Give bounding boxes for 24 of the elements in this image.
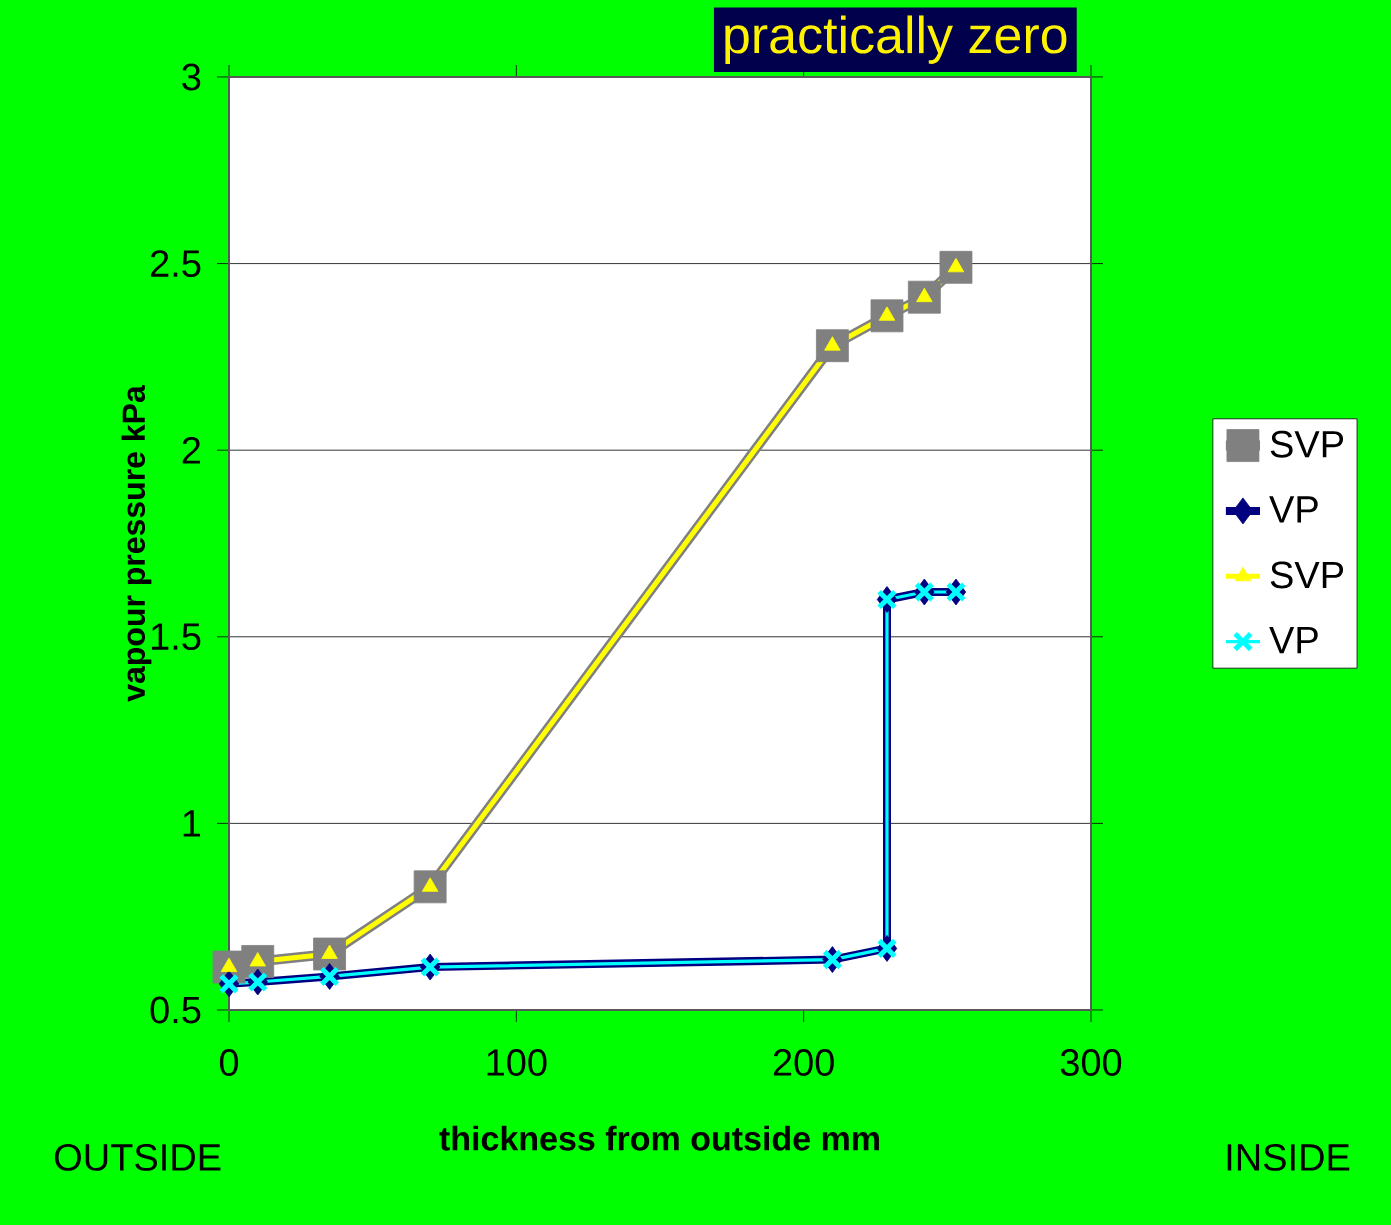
text: INSIDE [1227, 1143, 1350, 1171]
x-axis-title: thickness from outside mm [439, 1125, 879, 1151]
x-tick-label: 0 [219, 1049, 239, 1076]
y-tick-label: 0.5 [150, 996, 201, 1024]
legend-label: SVP [1270, 561, 1344, 589]
chart-title: practically zero [725, 15, 1067, 64]
y-tick-label: 1.5 [152, 623, 201, 651]
point [878, 306, 896, 321]
x-tick-label: 100 [487, 1049, 547, 1076]
text: OUTSIDE [54, 1143, 221, 1171]
y-tick-label: 2.5 [151, 250, 201, 278]
point [947, 257, 965, 273]
point [249, 952, 266, 967]
legend-label: VP [1269, 496, 1318, 523]
y-tick-label: 2 [182, 436, 201, 464]
y-axis-title: vapour pressure kPa [121, 385, 152, 702]
x-tick-label: 200 [773, 1049, 834, 1076]
y-tick-label: 3 [182, 63, 201, 91]
legend-label: SVP [1270, 430, 1344, 458]
legend-label: VP [1269, 627, 1318, 654]
y-tick-label: 1 [183, 810, 201, 837]
point [824, 336, 841, 351]
point [916, 287, 933, 303]
x-tick-label: 300 [1060, 1049, 1122, 1076]
